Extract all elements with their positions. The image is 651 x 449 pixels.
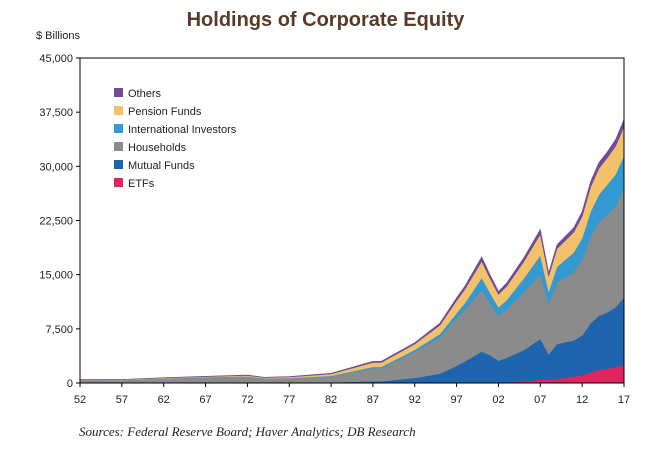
x-tick-label: 52 — [74, 394, 86, 406]
y-tick-label: 22,500 — [39, 216, 73, 228]
legend-label-others: Others — [128, 88, 162, 100]
x-tick-label: 77 — [283, 394, 295, 406]
x-tick-label: 17 — [618, 394, 630, 406]
x-tick-label: 07 — [534, 394, 546, 406]
x-tick-label: 82 — [325, 394, 337, 406]
x-tick-label: 57 — [116, 394, 128, 406]
x-tick-label: 87 — [367, 394, 379, 406]
x-tick-label: 67 — [199, 394, 211, 406]
legend-label-international-investors: International Investors — [128, 124, 237, 136]
x-tick-label: 72 — [241, 394, 253, 406]
legend-swatch-etfs — [114, 178, 123, 187]
axes-layer: 0 7,500 15,000 22,500 30,000 37,500 45,000 52 57… — [39, 53, 630, 406]
x-tick-label: 97 — [450, 394, 462, 406]
legend: Others Pension Funds International Investo… — [114, 88, 237, 190]
legend-swatch-mutual-funds — [114, 160, 123, 169]
chart-title: Holdings of Corporate Equity — [186, 9, 465, 31]
legend-label-mutual-funds: Mutual Funds — [128, 160, 195, 172]
legend-swatch-international-investors — [114, 124, 123, 133]
y-tick-label: 15,000 — [39, 270, 73, 282]
legend-swatch-pension-funds — [114, 106, 123, 115]
x-tick-label: 12 — [576, 394, 588, 406]
source-note: Sources: Federal Reserve Board; Haver An… — [79, 424, 416, 439]
y-tick-label: 45,000 — [39, 53, 73, 65]
legend-swatch-others — [114, 88, 123, 97]
legend-label-households: Households — [128, 142, 187, 154]
y-tick-label: 30,000 — [39, 161, 73, 173]
x-tick-label: 92 — [409, 394, 421, 406]
y-axis-label: $ Billions — [36, 30, 81, 42]
y-tick-label: 37,500 — [39, 107, 73, 119]
legend-label-pension-funds: Pension Funds — [128, 106, 202, 118]
legend-label-etfs: ETFs — [128, 178, 155, 190]
y-tick-label: 7,500 — [45, 324, 73, 336]
x-tick-label: 62 — [158, 394, 170, 406]
x-tick-label: 02 — [492, 394, 504, 406]
y-tick-label: 0 — [67, 378, 73, 390]
stacked-area-layer — [79, 119, 625, 384]
legend-swatch-households — [114, 142, 123, 151]
